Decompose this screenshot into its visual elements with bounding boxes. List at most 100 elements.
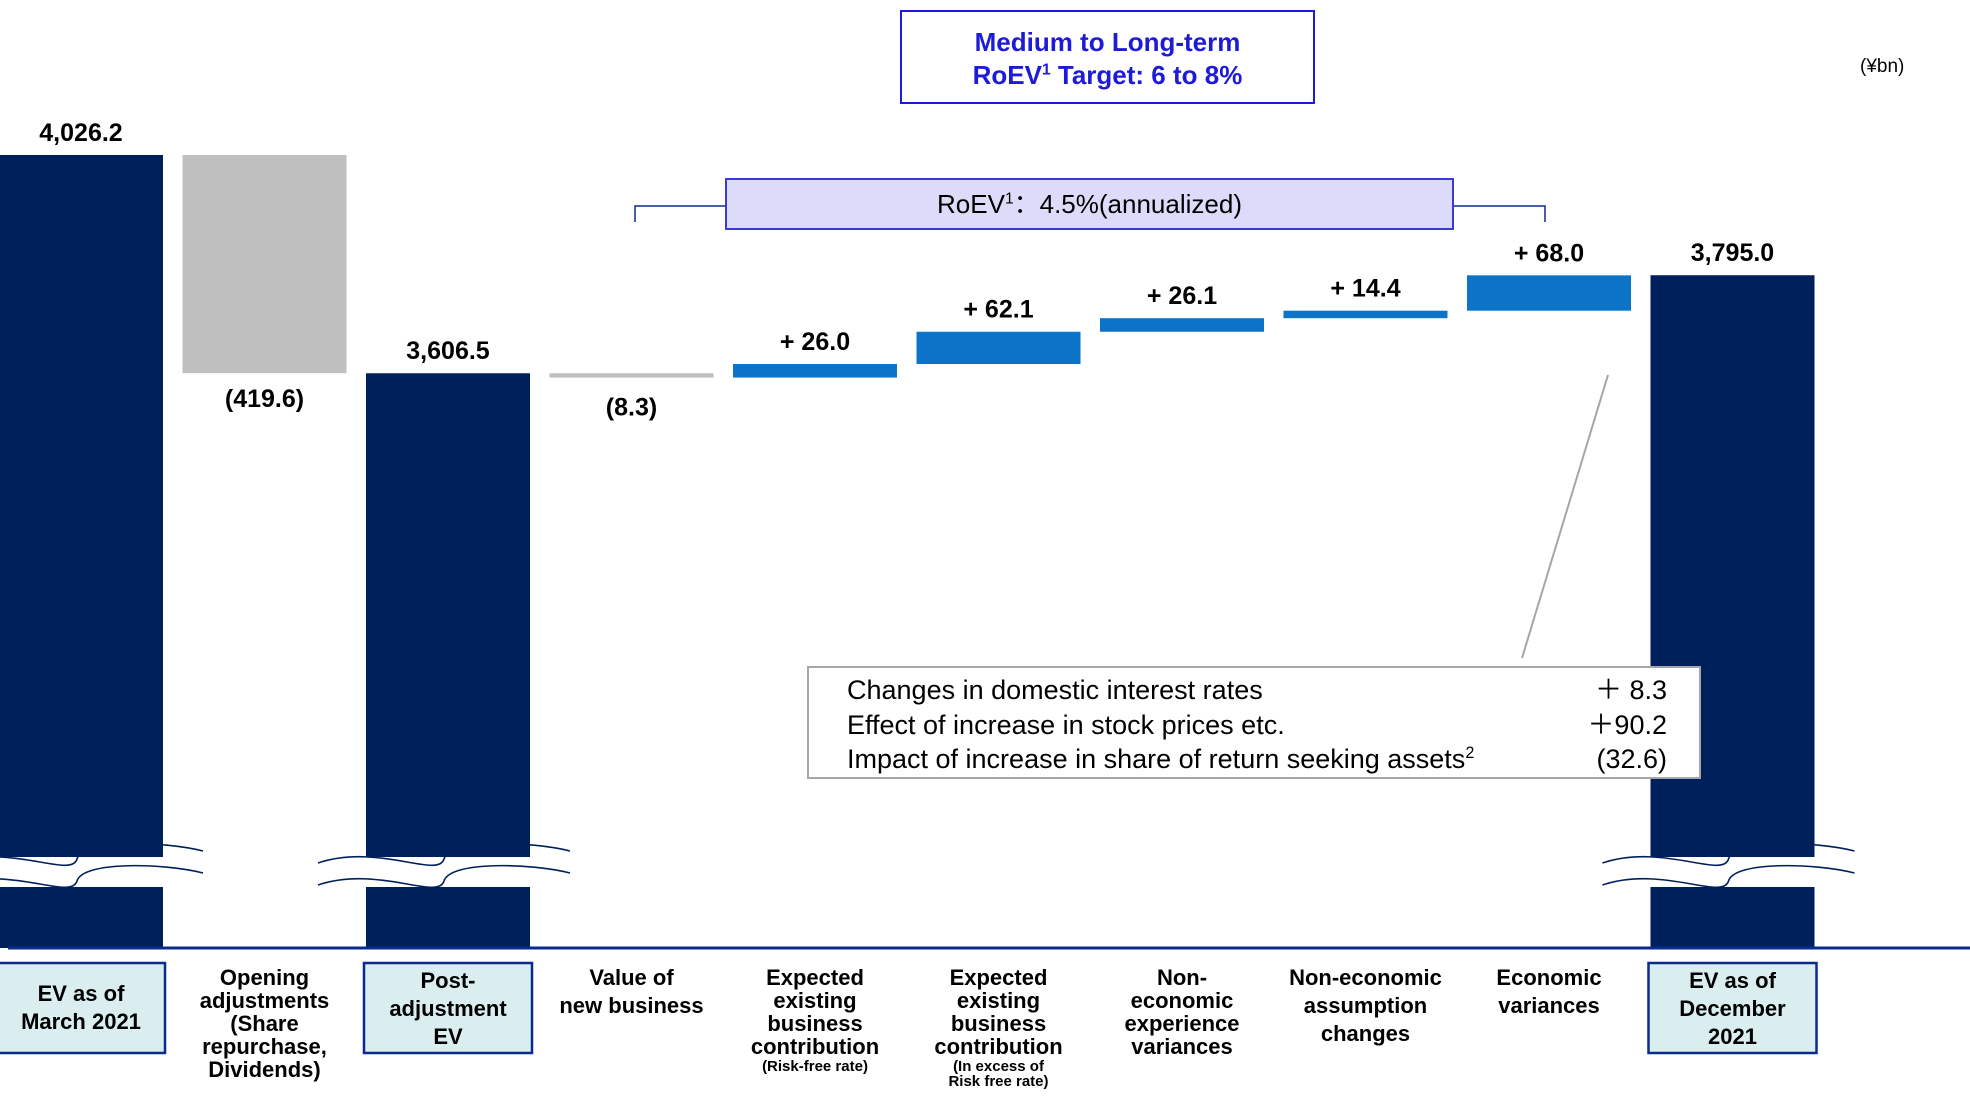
axis-break-line bbox=[0, 842, 204, 867]
target-line-2: RoEV1 Target: 6 to 8% bbox=[902, 59, 1313, 92]
category-label-line: business bbox=[767, 1011, 862, 1036]
value-label: + 26.0 bbox=[780, 328, 850, 356]
category-label: Openingadjustments(Sharerepurchase,Divid… bbox=[200, 965, 330, 1082]
category-label-box bbox=[1647, 961, 1818, 1055]
category-label: Post-adjustment EV bbox=[362, 961, 534, 1055]
negative-delta-bar bbox=[182, 155, 347, 374]
category-label-box bbox=[0, 961, 167, 1055]
category-label-line: EV as of bbox=[38, 981, 125, 1006]
category-label-line: EV as of bbox=[1689, 968, 1776, 993]
value-label: + 68.0 bbox=[1514, 239, 1584, 267]
value-label: (419.6) bbox=[225, 385, 304, 413]
target-box: Medium to Long-term RoEV1 Target: 6 to 8… bbox=[900, 10, 1315, 104]
target-footnote-marker: 1 bbox=[1041, 61, 1051, 79]
category-label-line: Post- bbox=[421, 968, 476, 993]
category-label: EV as of December 2021 bbox=[1647, 961, 1818, 1055]
category-label-line: new business bbox=[559, 993, 703, 1018]
category-label-line: EV bbox=[433, 1024, 463, 1049]
positive-delta-bar bbox=[916, 331, 1081, 365]
category-label-box bbox=[362, 961, 534, 1055]
axis-break-mask bbox=[1650, 857, 1815, 887]
roev-value: ：4.5%(annualized) bbox=[1013, 189, 1242, 219]
category-label-line: changes bbox=[1321, 1021, 1410, 1046]
category-label: Expectedexistingbusinesscontribution(Ris… bbox=[751, 965, 879, 1075]
breakdown-footnote-marker: 2 bbox=[1465, 744, 1475, 762]
category-label-line: variances bbox=[1131, 1034, 1233, 1059]
total-bar bbox=[366, 373, 530, 948]
category-label: Economic variances bbox=[1496, 965, 1601, 1018]
target-roev-text: RoEV bbox=[972, 60, 1042, 90]
total-bar bbox=[1650, 275, 1815, 948]
category-label-line: December bbox=[1679, 996, 1786, 1021]
category-label: Value of new business bbox=[559, 965, 703, 1018]
category-label-line: Dividends) bbox=[208, 1057, 320, 1082]
category-label: EV as of March 2021 bbox=[0, 961, 167, 1055]
category-label-line: adjustment bbox=[389, 996, 507, 1021]
value-label: 3,795.0 bbox=[1691, 239, 1774, 267]
breakdown-label: Effect of increase in stock prices etc. bbox=[847, 710, 1285, 740]
category-label-line: Non-economic bbox=[1289, 965, 1442, 990]
positive-delta-bar bbox=[1100, 318, 1264, 332]
value-label: (8.3) bbox=[606, 394, 657, 422]
category-label-line: business bbox=[951, 1011, 1046, 1036]
breakdown-label: Impact of increase in share of return se… bbox=[847, 742, 1474, 776]
roev-box: RoEV1：4.5%(annualized) bbox=[725, 178, 1454, 230]
category-label-line: Expected bbox=[950, 965, 1048, 990]
unit-label: (¥bn) bbox=[1860, 56, 1905, 77]
positive-delta-bar bbox=[1283, 310, 1448, 319]
target-range-text: Target: 6 to 8% bbox=[1050, 60, 1243, 90]
category-label-line: existing bbox=[773, 988, 856, 1013]
category-label-line: experience bbox=[1125, 1011, 1240, 1036]
positive-delta-bar bbox=[1467, 275, 1631, 311]
category-label-note: (In excess of bbox=[953, 1058, 1045, 1075]
value-label: + 14.4 bbox=[1330, 275, 1400, 303]
axis-break-line bbox=[317, 864, 571, 889]
axis-break-line bbox=[0, 864, 204, 889]
category-label-line: contribution bbox=[934, 1034, 1062, 1059]
axis-break-mask bbox=[0, 857, 163, 887]
breakdown-row: Effect of increase in stock prices etc. … bbox=[847, 708, 1667, 742]
category-label-note: (Risk-free rate) bbox=[762, 1058, 868, 1075]
economic-variances-breakdown: Changes in domestic interest rates ＋ 8.3… bbox=[807, 666, 1701, 779]
category-label-line: March 2021 bbox=[21, 1009, 141, 1034]
positive-delta-bar bbox=[733, 364, 897, 378]
category-label-line: Expected bbox=[766, 965, 864, 990]
axis-break-line bbox=[1602, 842, 1855, 867]
breakdown-row: Impact of increase in share of return se… bbox=[847, 742, 1667, 776]
breakdown-value: (32.6) bbox=[1596, 744, 1667, 774]
category-label-note: Risk free rate) bbox=[948, 1073, 1048, 1090]
breakdown-label: Changes in domestic interest rates bbox=[847, 675, 1263, 705]
category-label-line: assumption bbox=[1304, 993, 1427, 1018]
category-label-line: Value of bbox=[589, 965, 674, 990]
target-line-1: Medium to Long-term bbox=[974, 27, 1241, 57]
category-label: Non-economic assumption changes bbox=[1289, 965, 1442, 1046]
negative-delta-bar bbox=[549, 373, 714, 378]
category-label-line: existing bbox=[957, 988, 1040, 1013]
roev-bracket bbox=[634, 205, 1546, 222]
breakdown-label-text: Impact of increase in share of return se… bbox=[847, 744, 1466, 774]
category-label-line: Non- bbox=[1157, 965, 1207, 990]
category-label-line: repurchase, bbox=[202, 1034, 327, 1059]
category-label-line: Opening bbox=[220, 965, 309, 990]
value-label: + 62.1 bbox=[963, 296, 1033, 324]
roev-text: RoEV bbox=[937, 189, 1005, 219]
value-label: + 26.1 bbox=[1147, 282, 1217, 310]
category-label-line: (Share bbox=[230, 1011, 298, 1036]
axis-break-line bbox=[1602, 864, 1855, 889]
value-label: 3,606.5 bbox=[406, 337, 490, 365]
category-label-line: 2021 bbox=[1708, 1024, 1757, 1049]
breakdown-value: ＋ 8.3 bbox=[1594, 675, 1667, 705]
axis-break-line bbox=[317, 842, 571, 867]
breakdown-row: Changes in domestic interest rates ＋ 8.3 bbox=[847, 673, 1667, 707]
value-label: 4,026.2 bbox=[39, 119, 122, 147]
axis-break-mask bbox=[366, 857, 530, 887]
category-label-line: variances bbox=[1498, 993, 1600, 1018]
category-label-line: economic bbox=[1131, 988, 1234, 1013]
category-label-line: adjustments bbox=[200, 988, 330, 1013]
category-label: Expectedexistingbusinesscontribution(In … bbox=[934, 965, 1062, 1090]
total-bar bbox=[0, 155, 163, 948]
category-label-line: contribution bbox=[751, 1034, 879, 1059]
breakdown-value: ＋90.2 bbox=[1587, 710, 1667, 740]
